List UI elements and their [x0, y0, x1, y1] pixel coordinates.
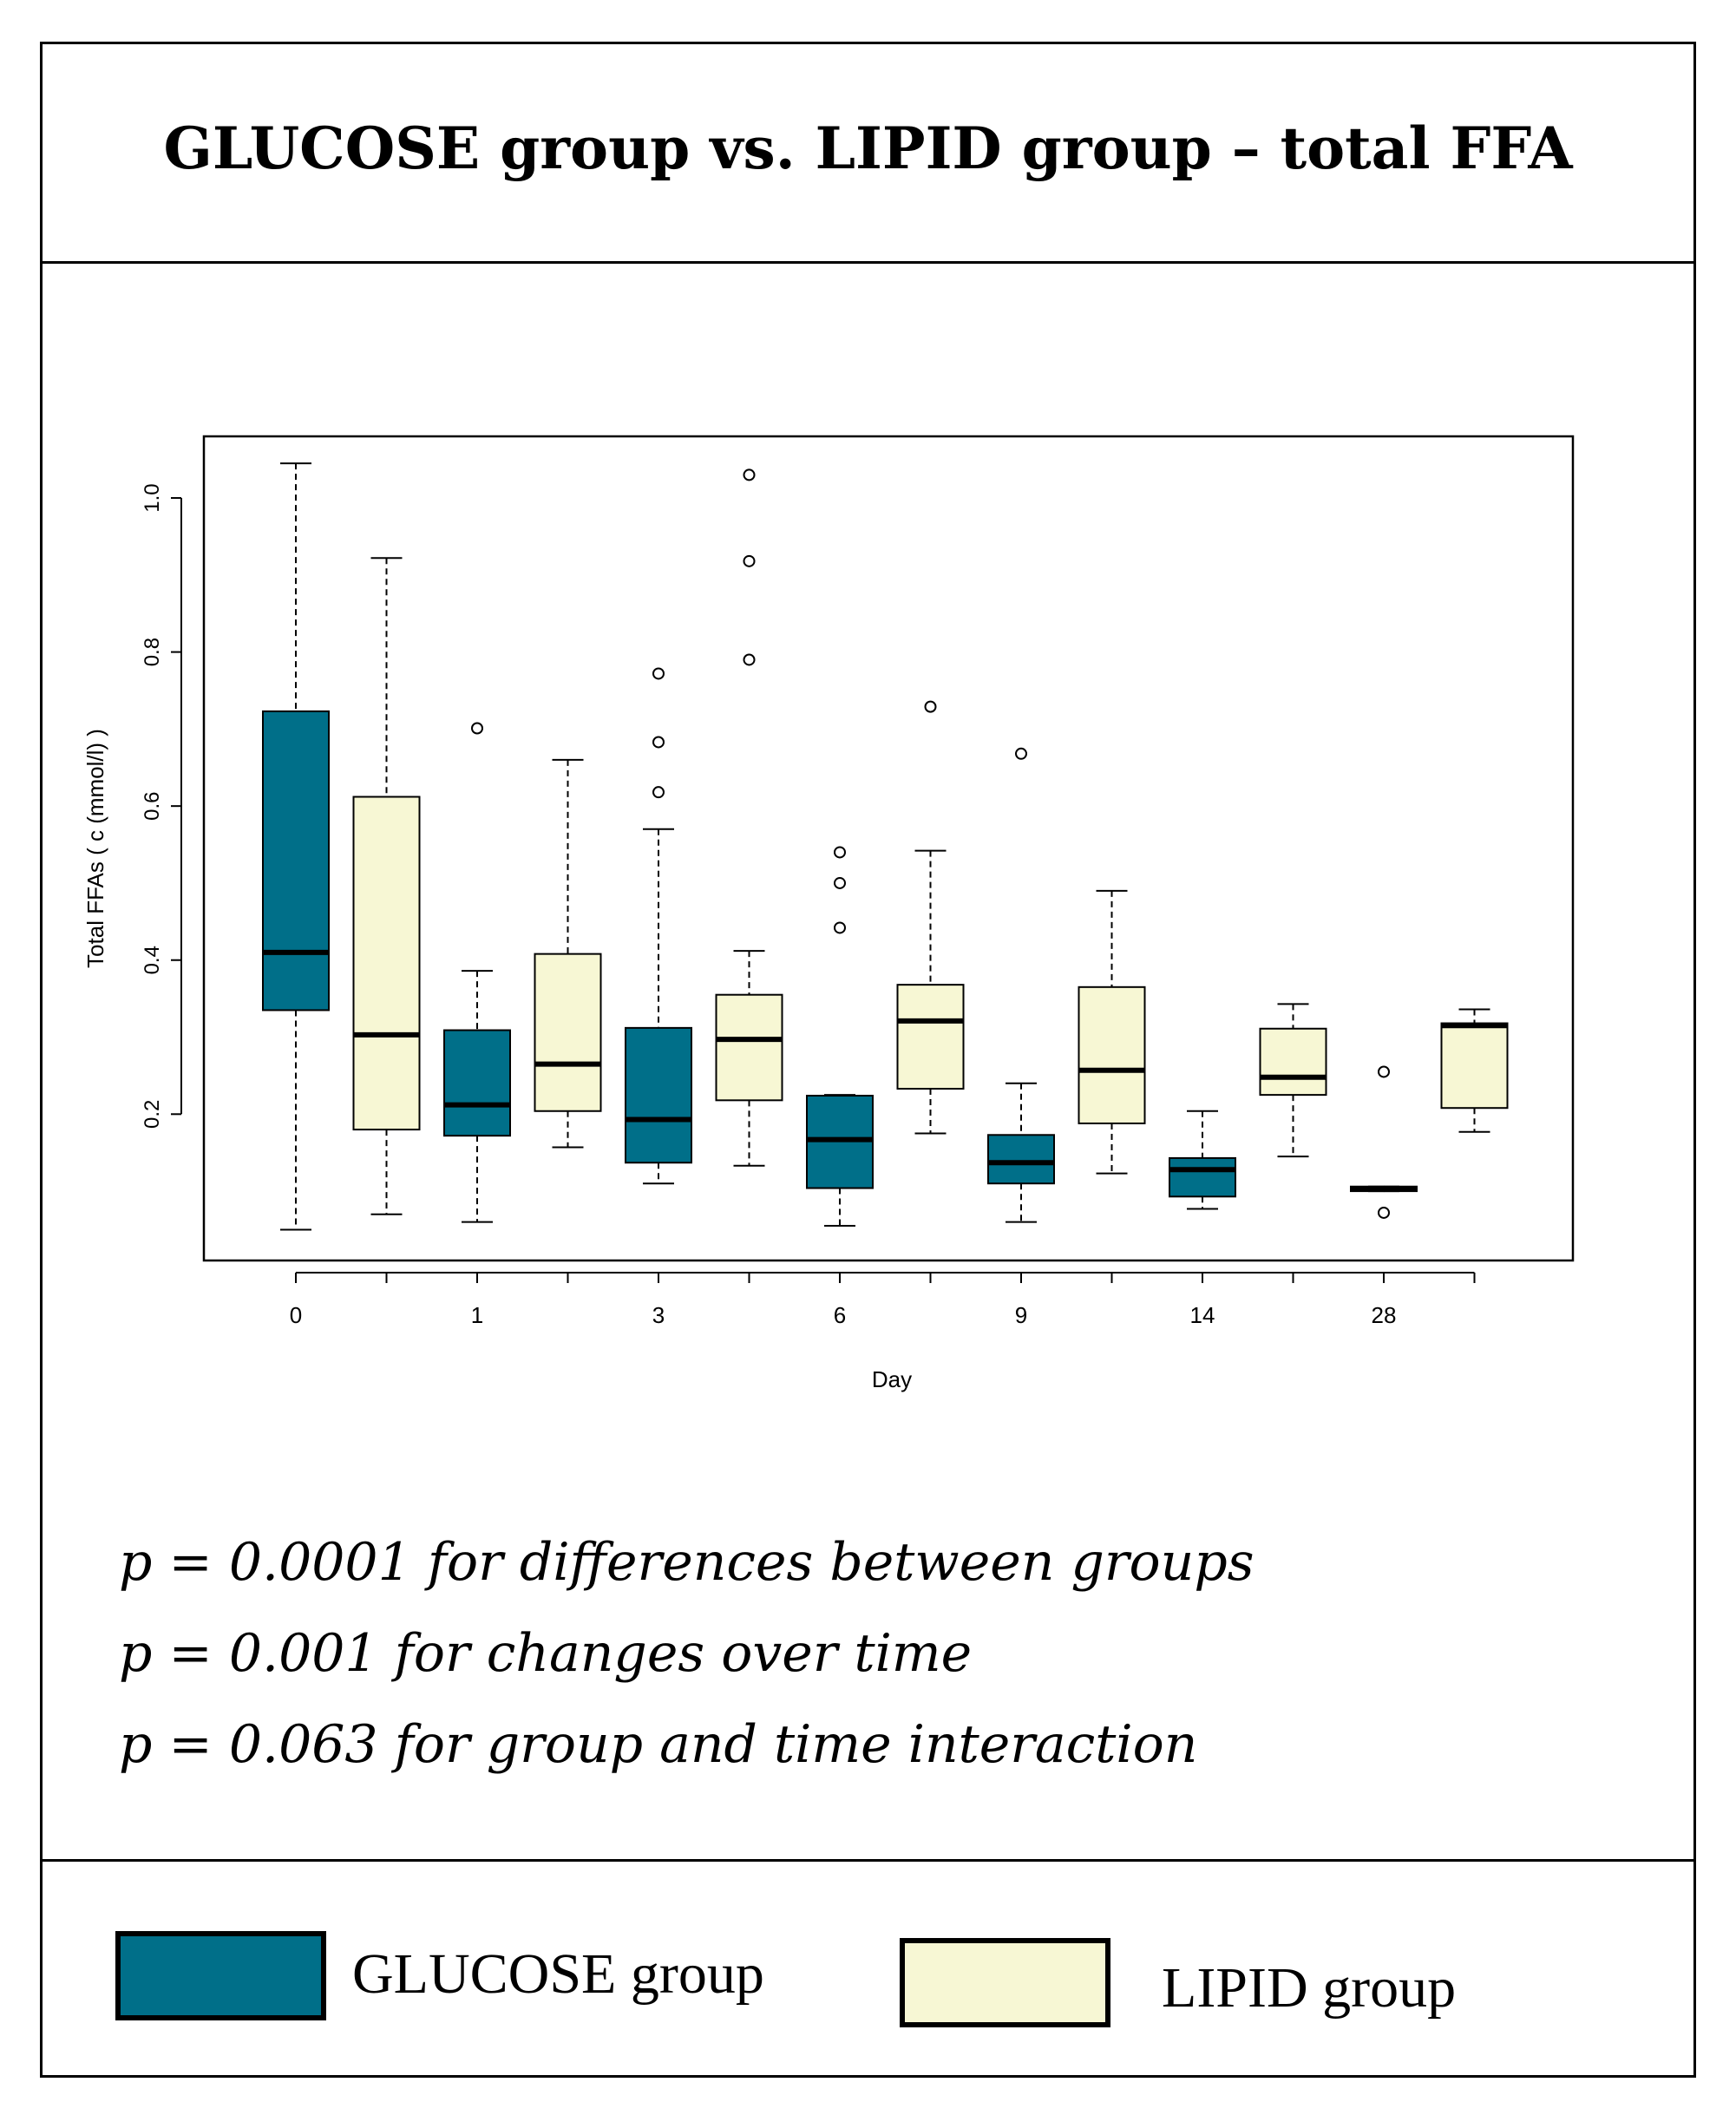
iqr-box: [625, 1026, 692, 1164]
outlier-point: [834, 876, 846, 889]
legend: GLUCOSE group LIPID group: [43, 1859, 1693, 2075]
outlier-point: [834, 921, 846, 934]
iqr-box: [896, 984, 965, 1090]
x-tick-label: 1: [471, 1302, 483, 1328]
outlier-point: [652, 786, 665, 799]
outlier-point: [1378, 1206, 1390, 1219]
outlier-point: [743, 653, 756, 666]
box-lipid-day-6: [896, 700, 965, 1135]
legend-swatch-lipid: [900, 1938, 1110, 2027]
iqr-box: [443, 1029, 511, 1137]
outlier-point: [652, 736, 665, 749]
outlier-point: [743, 554, 756, 567]
x-tick-label: 9: [1015, 1302, 1027, 1328]
iqr-box: [1440, 1022, 1509, 1110]
iqr-box: [534, 953, 602, 1112]
iqr-box: [1169, 1156, 1236, 1198]
y-tick-label: 0.8: [141, 638, 164, 666]
box-glucose-day-14: [1169, 1110, 1236, 1210]
y-tick-label: 1.0: [141, 483, 164, 512]
iqr-box: [987, 1134, 1055, 1185]
stat-line-groups: p = 0.0001 for differences between group…: [119, 1532, 1255, 1593]
box-glucose-day-6: [806, 846, 874, 1228]
x-tick-label: 0: [290, 1302, 302, 1328]
box-lipid-day-1: [534, 758, 602, 1149]
iqr-box: [1078, 985, 1146, 1124]
box-lipid-day-28: [1440, 1008, 1509, 1133]
statistics-block: p = 0.0001 for differences between group…: [119, 1517, 1255, 1791]
x-axis: 0 1 3 6 9 14 28: [290, 1272, 1476, 1328]
legend-label-glucose: GLUCOSE group: [352, 1942, 764, 2006]
legend-label-lipid: LIPID group: [1162, 1956, 1457, 2020]
iqr-box: [1259, 1027, 1327, 1097]
box-lipid-day-0: [352, 557, 421, 1215]
outlier-point: [652, 667, 665, 680]
box-glucose-day-1: [443, 722, 511, 1223]
outlier-point: [471, 722, 483, 735]
y-tick-label: 0.6: [141, 791, 164, 820]
box-glucose-day-0: [262, 462, 330, 1231]
box-lipid-day-3: [715, 468, 783, 1167]
box-lipid-day-14: [1259, 1003, 1327, 1158]
figure-title: GLUCOSE group vs. LIPID group – total FF…: [163, 115, 1573, 182]
box-glucose-day-28: [1350, 1065, 1418, 1219]
outlier-point: [1015, 747, 1027, 760]
y-tick-label: 0.4: [141, 946, 164, 974]
box-glucose-day-9: [987, 747, 1055, 1223]
x-tick-label: 28: [1372, 1302, 1397, 1328]
x-tick-label: 3: [652, 1302, 665, 1328]
figure-frame: GLUCOSE group vs. LIPID group – total FF…: [40, 42, 1696, 2078]
iqr-box: [352, 796, 421, 1131]
box-lipid-day-9: [1078, 889, 1146, 1175]
y-axis: 0.2 0.4 0.6 0.8 1.0: [141, 483, 182, 1129]
box-glucose-day-3: [625, 667, 692, 1185]
y-tick-label: 0.2: [141, 1100, 164, 1129]
plot-area-border: [202, 435, 1575, 1262]
outlier-point: [1378, 1065, 1390, 1078]
outlier-point: [743, 468, 756, 481]
y-axis-label: Total FFAs ( c (mmol/l) ): [82, 729, 108, 968]
outlier-point: [834, 846, 846, 859]
iqr-box: [715, 993, 783, 1102]
stat-line-time: p = 0.001 for changes over time: [119, 1623, 973, 1684]
stat-line-interaction: p = 0.063 for group and time interaction: [119, 1714, 1198, 1775]
x-tick-label: 6: [834, 1302, 846, 1328]
outlier-point: [924, 700, 937, 713]
x-tick-label: 14: [1190, 1302, 1215, 1328]
legend-swatch-glucose: [115, 1931, 326, 2020]
boxplot-chart: 0.2 0.4 0.6 0.8 1.0 0 1 3 6 9 14 28 Total FFAs ( c…: [82, 435, 1575, 1392]
figure-header: GLUCOSE group vs. LIPID group – total FF…: [43, 44, 1693, 264]
box-group: [262, 462, 1509, 1231]
iqr-box: [262, 710, 330, 1012]
x-axis-label: Day: [872, 1366, 912, 1392]
